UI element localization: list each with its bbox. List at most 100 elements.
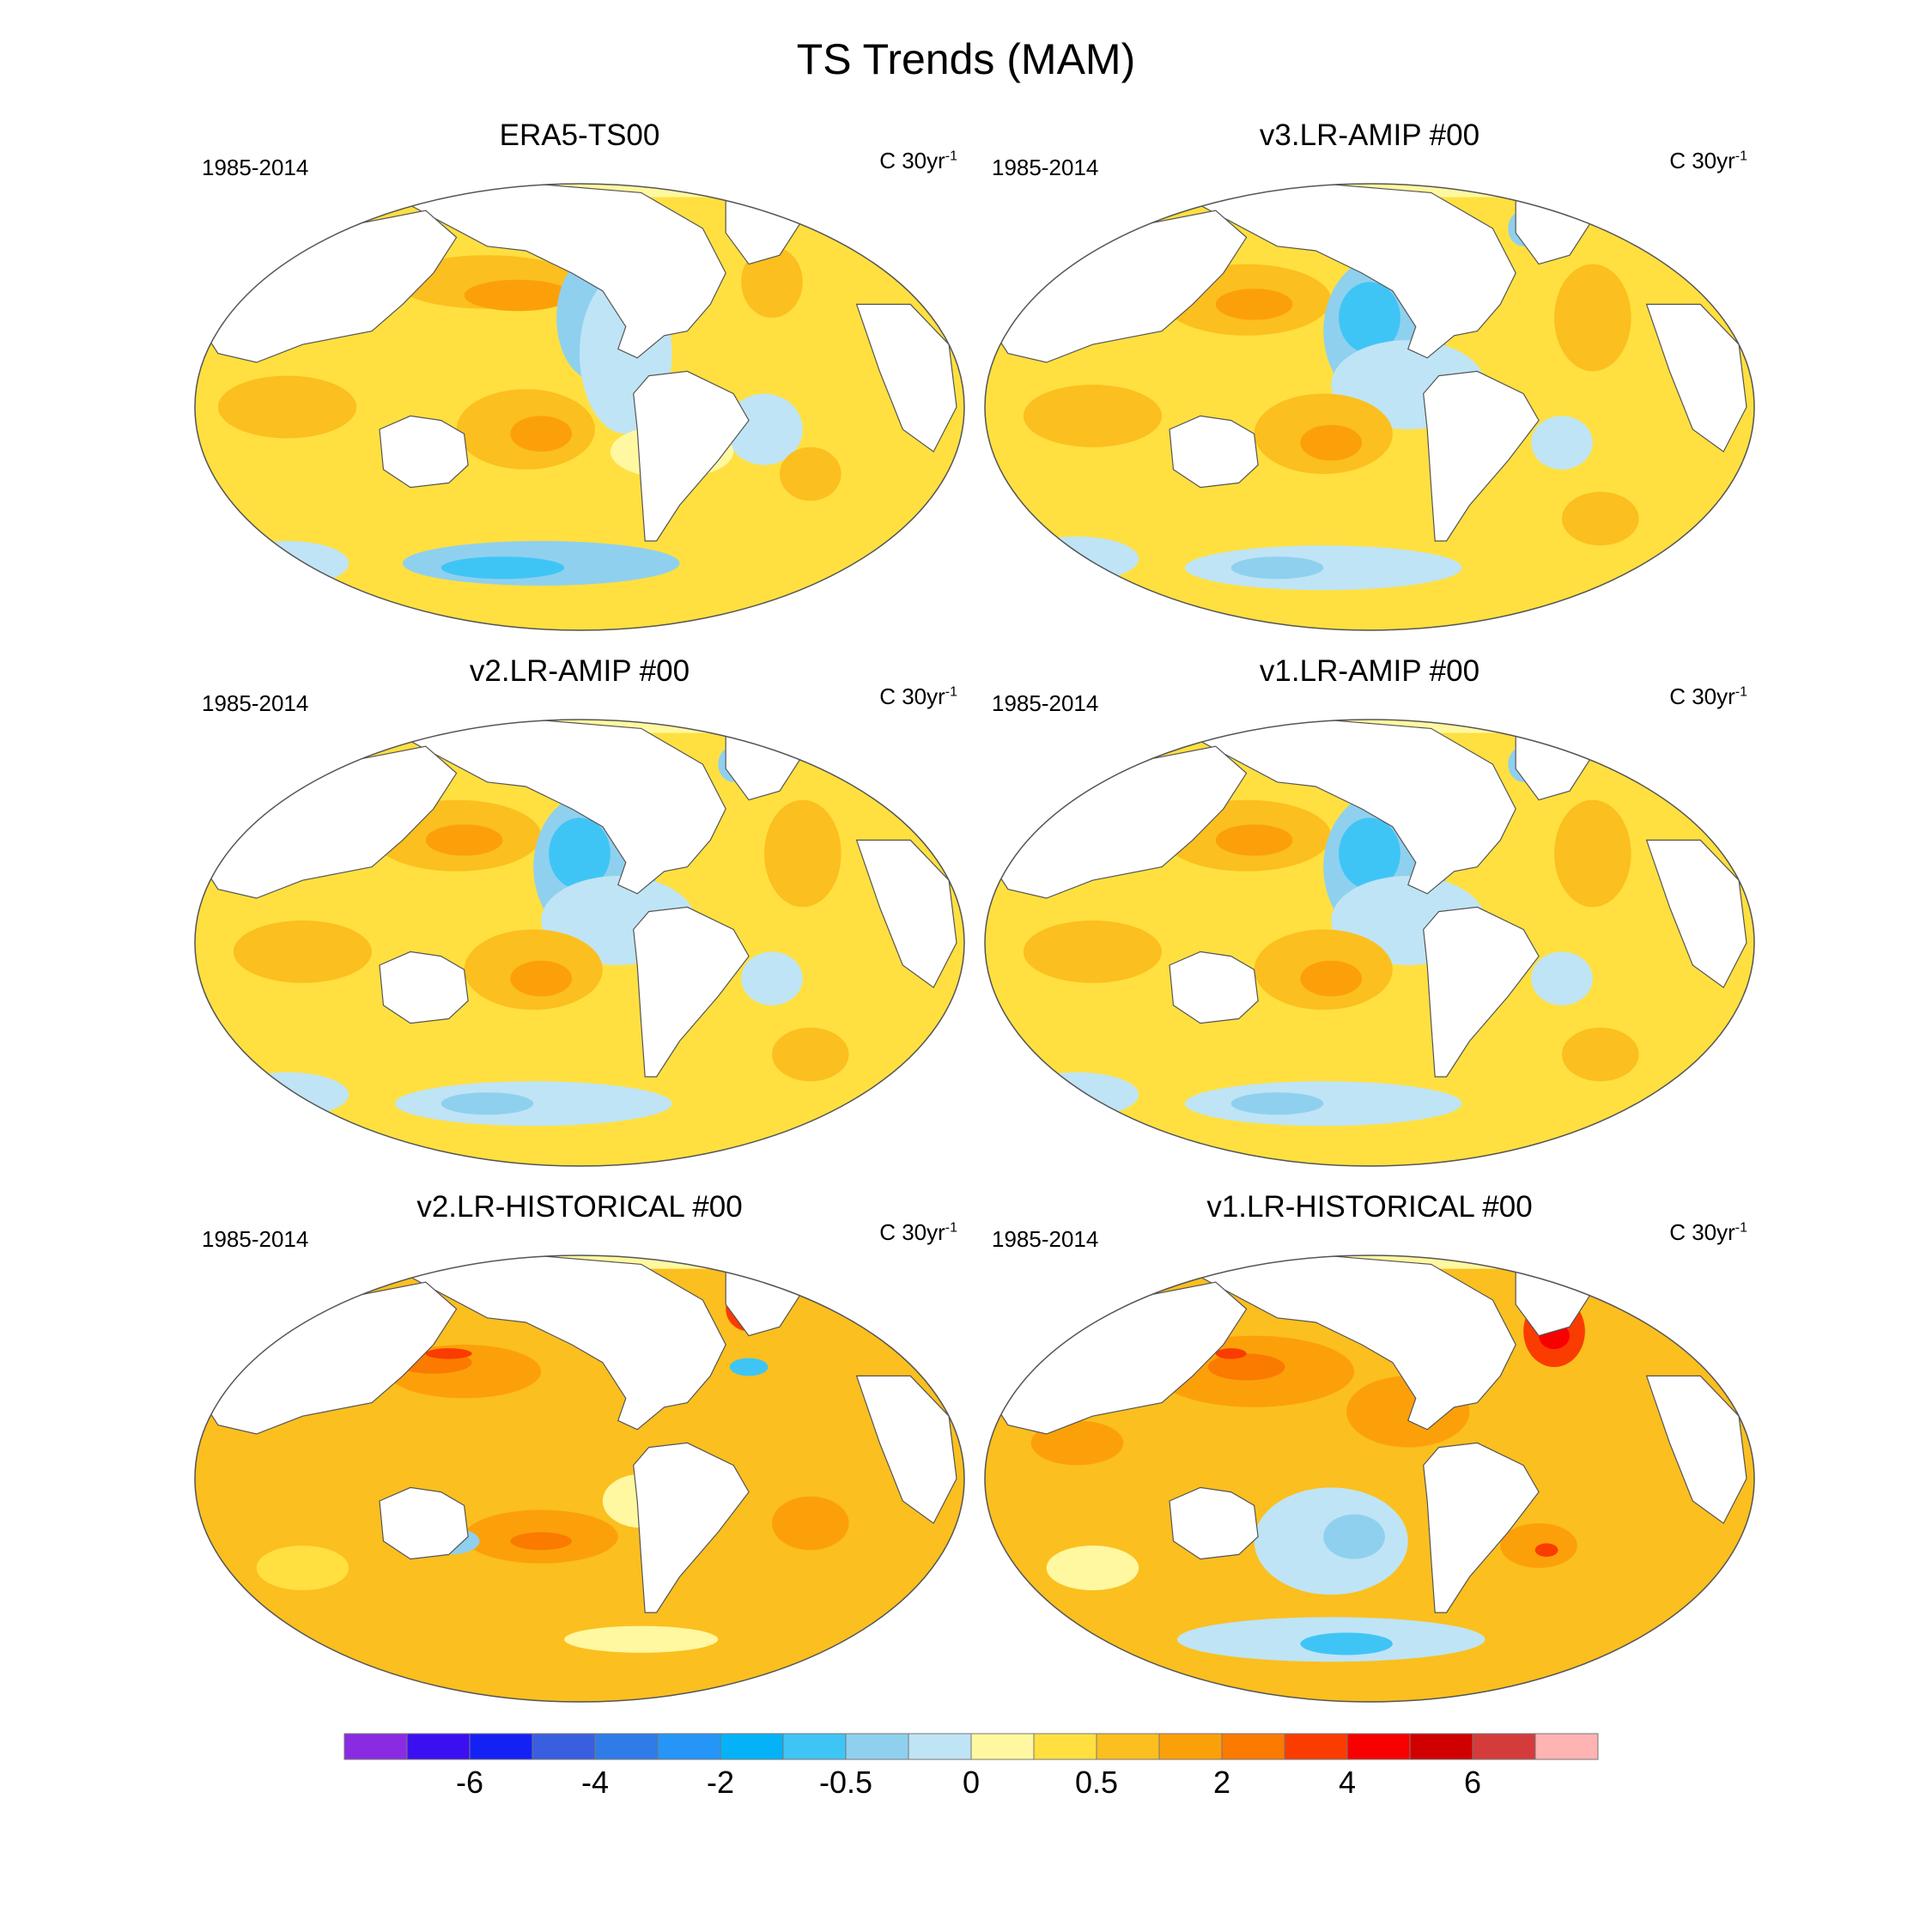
trend-anomaly-region xyxy=(225,1072,349,1117)
trend-anomaly-region xyxy=(225,541,349,586)
trend-anomaly-region xyxy=(217,375,357,439)
trend-anomaly-region xyxy=(1531,416,1593,470)
colorbar xyxy=(343,1733,1599,1760)
continent xyxy=(1423,1442,1540,1613)
colorbar-tick-label: -6 xyxy=(455,1765,484,1800)
units-label: C 30yr-1 xyxy=(879,683,957,709)
continent xyxy=(1423,370,1540,542)
globe-outline xyxy=(194,719,965,1167)
trend-anomaly-region xyxy=(1046,1546,1139,1590)
trend-anomaly-region xyxy=(510,1532,573,1551)
units-label: C 30yr-1 xyxy=(879,148,957,173)
continent xyxy=(1182,1255,1516,1431)
panel-title: ERA5-TS00 xyxy=(499,118,660,152)
continent xyxy=(855,839,957,988)
colorbar-swatch xyxy=(1284,1733,1348,1760)
trend-anomaly-region xyxy=(440,556,565,580)
world-map xyxy=(984,183,1755,631)
main-title: TS Trends (MAM) xyxy=(796,35,1136,83)
colorbar-tick-label: -0.5 xyxy=(818,1765,873,1800)
world-map xyxy=(194,719,965,1167)
trend-anomaly-region xyxy=(464,279,573,312)
trend-anomaly-region xyxy=(1023,385,1163,447)
panel-v2-historical: v2.LR-HISTORICAL #00 1985-2014 C 30yr-1 xyxy=(185,1190,975,1722)
period-label: 1985-2014 xyxy=(202,690,309,716)
continent xyxy=(1182,720,1516,895)
colorbar-swatch xyxy=(657,1733,721,1760)
trend-anomaly-region xyxy=(1562,491,1639,546)
colorbar-swatch xyxy=(343,1733,408,1760)
colorbar-tick-label: 4 xyxy=(1338,1765,1357,1800)
panel-v3-amip: v3.LR-AMIP #00 1985-2014 C 30yr-1 xyxy=(975,118,1765,651)
trend-anomaly-region xyxy=(1215,289,1293,320)
panel-title: v2.LR-HISTORICAL #00 xyxy=(416,1190,743,1224)
continent xyxy=(379,951,469,1024)
colorbar-swatch xyxy=(970,1733,1035,1760)
globe-outline xyxy=(984,719,1755,1167)
trend-anomaly-region xyxy=(772,1496,849,1551)
trend-anomaly-region xyxy=(764,799,841,908)
continent xyxy=(379,1486,469,1560)
continent xyxy=(1182,184,1516,359)
colorbar-swatch xyxy=(1033,1733,1097,1760)
trend-anomaly-region xyxy=(425,1348,472,1359)
trend-anomaly-region xyxy=(729,1358,769,1376)
trend-anomaly-region xyxy=(510,416,573,452)
panel-title: v3.LR-AMIP #00 xyxy=(1259,118,1480,152)
trend-anomaly-region xyxy=(1339,817,1400,890)
panel-title: v1.LR-AMIP #00 xyxy=(1259,654,1480,688)
colorbar-swatch xyxy=(1158,1733,1223,1760)
trend-anomaly-region xyxy=(1554,264,1631,372)
trend-field xyxy=(195,720,964,1166)
trend-anomaly-region xyxy=(549,817,611,890)
trend-anomaly-region xyxy=(1015,1072,1139,1117)
trend-anomaly-region xyxy=(1300,424,1363,461)
trend-anomaly-region xyxy=(741,951,803,1005)
trend-anomaly-region xyxy=(425,824,503,856)
globe-outline xyxy=(194,183,965,631)
world-map xyxy=(984,719,1755,1167)
colorbar-swatch xyxy=(1534,1733,1599,1760)
panel-title: v2.LR-AMIP #00 xyxy=(469,654,690,688)
continent xyxy=(392,720,726,895)
units-label: C 30yr-1 xyxy=(879,1219,957,1245)
continent xyxy=(633,906,750,1078)
trend-anomaly-region xyxy=(1562,1027,1639,1082)
colorbar-swatch xyxy=(782,1733,847,1760)
continent xyxy=(1423,906,1540,1078)
continent xyxy=(1645,303,1747,453)
colorbar-swatch xyxy=(594,1733,659,1760)
continent xyxy=(855,1375,957,1524)
trend-anomaly-region xyxy=(726,393,803,465)
trend-field xyxy=(195,184,964,630)
colorbar-swatch xyxy=(845,1733,909,1760)
trend-field xyxy=(985,720,1754,1166)
continent xyxy=(633,370,750,542)
panel-v2-amip: v2.LR-AMIP #00 1985-2014 C 30yr-1 xyxy=(185,654,975,1187)
period-label: 1985-2014 xyxy=(202,1226,309,1252)
colorbar-swatch xyxy=(908,1733,972,1760)
trend-anomaly-region xyxy=(741,246,803,318)
trend-anomaly-region xyxy=(564,1625,719,1653)
trend-anomaly-region xyxy=(1207,1353,1285,1381)
trend-anomaly-region xyxy=(233,920,373,983)
period-label: 1985-2014 xyxy=(992,1226,1099,1252)
units-label: C 30yr-1 xyxy=(1669,683,1747,709)
colorbar-swatch xyxy=(1096,1733,1160,1760)
trend-anomaly-region xyxy=(440,1092,534,1115)
continent xyxy=(633,1442,750,1613)
colorbar-swatch xyxy=(720,1733,784,1760)
continent xyxy=(392,1255,726,1431)
colorbar-swatch xyxy=(406,1733,471,1760)
trend-anomaly-region xyxy=(1215,824,1293,856)
trend-anomaly-region xyxy=(1339,282,1400,354)
trend-anomaly-region xyxy=(1554,799,1631,908)
units-label: C 30yr-1 xyxy=(1669,1219,1747,1245)
trend-anomaly-region xyxy=(510,960,573,997)
colorbar-tick-label: 0.5 xyxy=(1074,1765,1119,1800)
globe-outline xyxy=(194,1255,965,1703)
world-map xyxy=(194,183,965,631)
trend-field xyxy=(195,1255,964,1702)
continent xyxy=(392,184,726,359)
panel-v1-historical: v1.LR-HISTORICAL #00 1985-2014 C 30yr-1 xyxy=(975,1190,1765,1722)
